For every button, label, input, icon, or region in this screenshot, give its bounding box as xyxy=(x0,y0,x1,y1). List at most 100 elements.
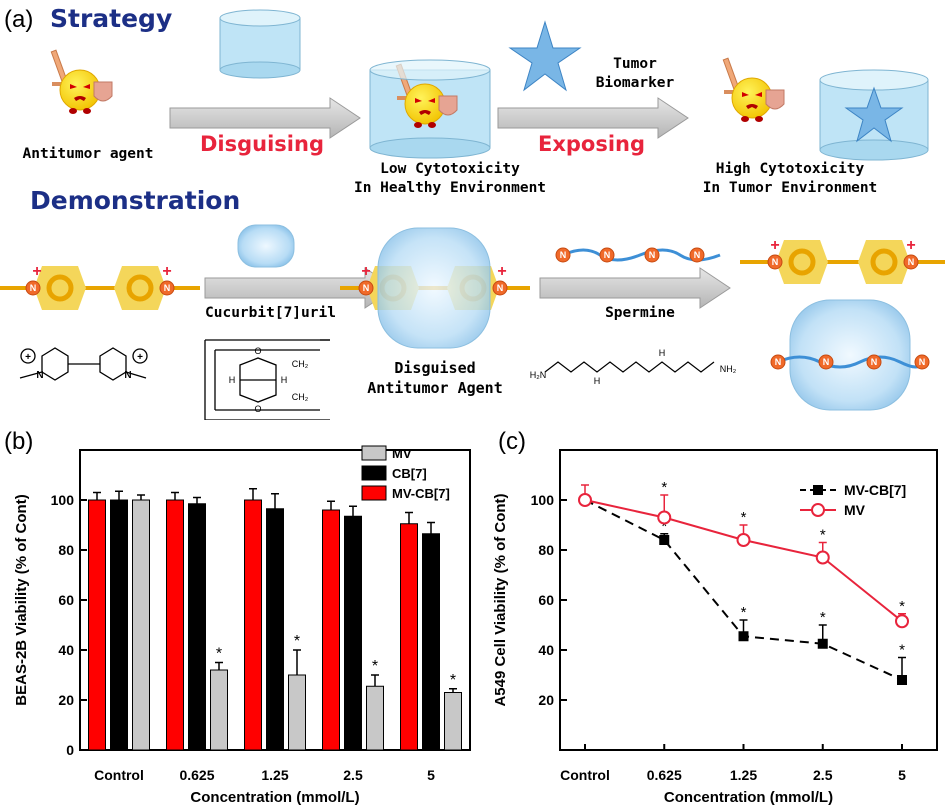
significance-mark: * xyxy=(661,479,667,496)
mv-molecule-right xyxy=(740,240,945,284)
x-tick-label: Control xyxy=(94,767,144,783)
n-label: N xyxy=(649,250,656,260)
bar xyxy=(422,533,440,751)
significance-mark: * xyxy=(741,604,747,621)
significance-mark: * xyxy=(661,518,667,535)
significance-mark: * xyxy=(294,633,300,650)
y-tick-label: 40 xyxy=(58,642,74,658)
y-tick-label: 100 xyxy=(51,492,75,508)
n-label: N xyxy=(908,257,915,267)
x-tick-label: 2.5 xyxy=(813,767,833,783)
y-tick-label: 80 xyxy=(538,542,554,558)
h-label: H xyxy=(281,375,288,385)
legend-label: MV-CB[7] xyxy=(844,482,906,498)
exposing-label: Exposing xyxy=(538,132,646,156)
bar xyxy=(188,503,206,751)
significance-mark: * xyxy=(450,672,456,689)
plus-label: + xyxy=(770,237,779,254)
nh-label: H xyxy=(659,348,666,358)
data-point xyxy=(815,550,830,565)
spermine-chain xyxy=(555,247,721,263)
x-tick-label: 2.5 xyxy=(343,767,363,783)
plus-label: + xyxy=(137,352,143,363)
data-point xyxy=(817,638,828,649)
spermine-label: Spermine xyxy=(605,305,675,321)
significance-mark: * xyxy=(372,658,378,675)
o-label: O xyxy=(254,346,261,356)
legend-label: MV xyxy=(844,502,866,518)
ch2-label: CH₂ xyxy=(292,392,309,402)
y-tick-label: 60 xyxy=(58,592,74,608)
n-label: N xyxy=(871,357,878,367)
disguised-complex xyxy=(340,227,530,349)
bar xyxy=(322,509,340,751)
data-point xyxy=(659,535,670,545)
legend-swatch xyxy=(361,465,387,481)
x-tick-label: 5 xyxy=(427,767,435,783)
significance-mark: * xyxy=(820,527,826,544)
bar xyxy=(288,674,306,751)
data-point xyxy=(578,493,592,507)
ch2-label: CH₂ xyxy=(292,359,309,369)
bar xyxy=(166,499,184,751)
bar xyxy=(132,499,150,751)
data-point xyxy=(738,631,749,642)
panel-a-letter: (a) xyxy=(4,6,34,33)
legend-label: CB[7] xyxy=(392,466,427,481)
bar xyxy=(366,685,384,751)
legend-label: MV-CB[7] xyxy=(392,486,450,501)
n-label: N xyxy=(604,250,611,260)
disguising-label: Disguising xyxy=(200,132,324,156)
y-tick-label: 20 xyxy=(58,692,74,708)
x-tick-label: 0.625 xyxy=(179,767,214,783)
significance-mark: * xyxy=(216,646,222,663)
chart-b: 0 20 40 60 80 100 Control 0.625 * 1.25 * 2.5 * 5 * Conc… xyxy=(13,445,471,806)
tumor-biomarker-label: Tumor Biomarker xyxy=(595,56,675,91)
bar xyxy=(244,499,262,751)
plus-label: + xyxy=(25,352,31,363)
n-label: N xyxy=(30,283,37,293)
n-label: N xyxy=(363,283,370,293)
mv-molecule-left xyxy=(0,266,200,310)
h-label: H xyxy=(229,375,236,385)
data-point xyxy=(736,533,751,547)
bar xyxy=(88,499,106,751)
bar xyxy=(210,669,228,751)
n-label: N xyxy=(497,283,504,293)
h2n-label: H₂N xyxy=(530,370,547,380)
bar xyxy=(344,515,362,751)
data-point xyxy=(657,510,672,525)
y-tick-label: 0 xyxy=(66,742,74,758)
x-tick-label: 0.625 xyxy=(647,767,682,783)
cucurbituril-label: Cucurbit[7]uril xyxy=(205,305,336,321)
legend-swatch xyxy=(361,485,387,501)
x-axis-label: Concentration (mmol/L) xyxy=(664,789,833,806)
cylinder-with-star xyxy=(819,69,929,161)
n-label: N xyxy=(36,370,43,381)
bar xyxy=(110,499,128,751)
n-label: N xyxy=(164,283,171,293)
mv-structure-drawing xyxy=(19,347,148,381)
tumor-biomarker-star xyxy=(508,20,582,92)
y-axis-label: A549 Cell Viability (% of Cont) xyxy=(492,493,509,706)
spermine-structure-drawing xyxy=(544,361,715,373)
legend-marker xyxy=(813,485,823,495)
plus-label: + xyxy=(497,263,506,280)
data-point xyxy=(895,614,909,629)
plus-label: + xyxy=(162,263,171,280)
bar xyxy=(266,508,284,751)
disguised-agent-label: Disguised Antitumor Agent xyxy=(367,359,503,397)
y-tick-label: 60 xyxy=(538,592,554,608)
data-point xyxy=(897,675,907,685)
plus-label: + xyxy=(906,237,915,254)
bar xyxy=(444,692,462,751)
x-axis-label: Concentration (mmol/L) xyxy=(190,789,359,806)
legend-marker xyxy=(811,503,825,517)
cylinder-empty xyxy=(219,9,301,79)
legend-label: MV xyxy=(392,446,412,461)
n-label: N xyxy=(694,250,701,260)
significance-mark: * xyxy=(820,609,826,626)
panel-a-scheme: N N N N N N N N N N N N N N + + + + + + … xyxy=(0,9,945,420)
y-tick-label: 20 xyxy=(538,692,554,708)
y-tick-label: 80 xyxy=(58,542,74,558)
